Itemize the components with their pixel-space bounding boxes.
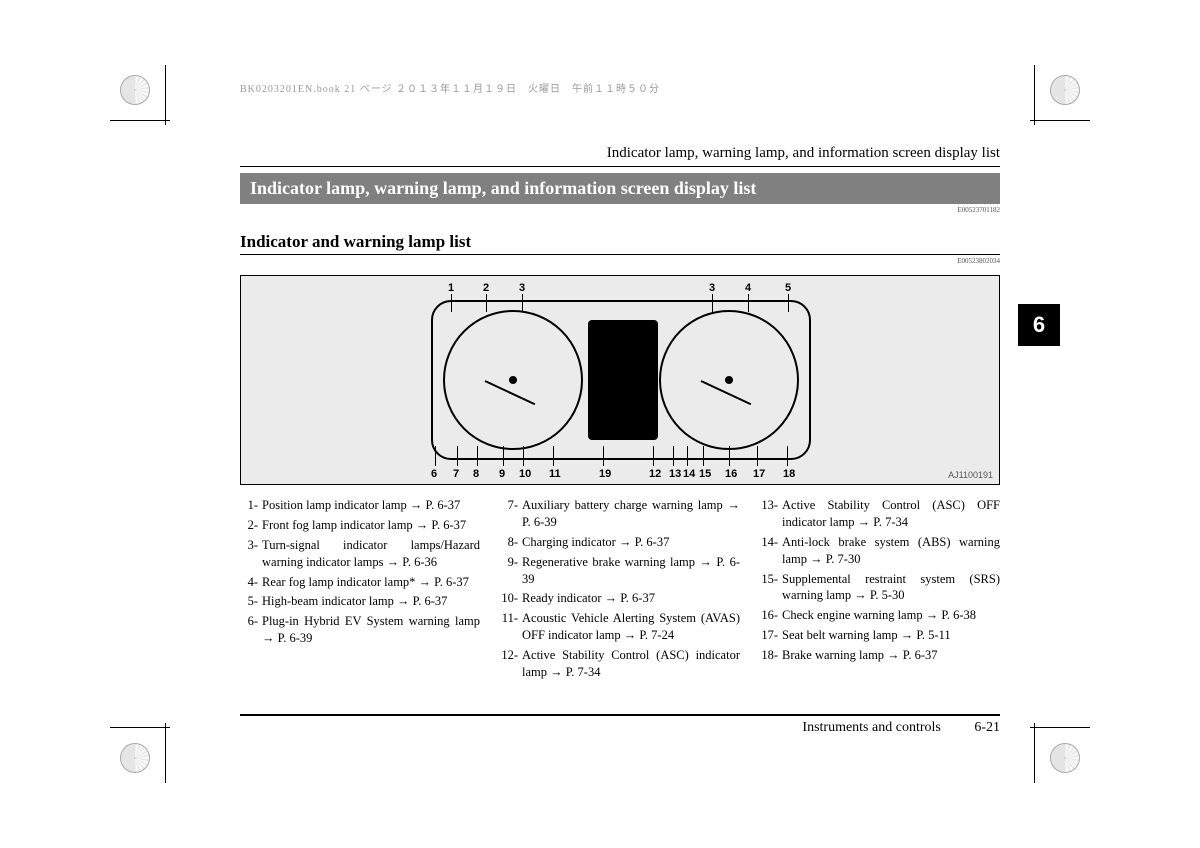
- legend-item-number: 8-: [500, 534, 522, 551]
- legend-item: 4-Rear fog lamp indicator lamp* → P. 6-3…: [240, 574, 480, 591]
- left-gauge: [443, 310, 583, 450]
- legend-item: 11-Acoustic Vehicle Alerting System (AVA…: [500, 610, 740, 644]
- legend-item: 2-Front fog lamp indicator lamp → P. 6-3…: [240, 517, 480, 534]
- legend-item-number: 10-: [500, 590, 522, 607]
- callout-number: 5: [785, 282, 791, 294]
- callout-number: 7: [453, 468, 459, 480]
- legend-item: 15-Supplemental restraint system (SRS) w…: [760, 571, 1000, 605]
- legend-item-text: Charging indicator → P. 6-37: [522, 534, 740, 551]
- callout-number: 16: [725, 468, 737, 480]
- legend-item-number: 15-: [760, 571, 782, 605]
- legend-item-text: Position lamp indicator lamp → P. 6-37: [262, 497, 480, 514]
- ref-code-1: E00523701182: [240, 206, 1000, 214]
- legend-item: 1-Position lamp indicator lamp → P. 6-37: [240, 497, 480, 514]
- callout-number: 1: [448, 282, 454, 294]
- legend-col-1: 1-Position lamp indicator lamp → P. 6-37…: [240, 497, 480, 684]
- section-title: Indicator lamp, warning lamp, and inform…: [240, 173, 1000, 204]
- legend-item-number: 13-: [760, 497, 782, 531]
- callout-number: 9: [499, 468, 505, 480]
- book-header: BK0203201EN.book 21 ページ ２０１３年１１月１９日 火曜日 …: [240, 80, 1000, 95]
- legend-item: 5-High-beam indicator lamp → P. 6-37: [240, 593, 480, 610]
- legend-item-text: Regenerative brake warning lamp → P. 6-3…: [522, 554, 740, 588]
- legend-item-number: 7-: [500, 497, 522, 531]
- legend-item-text: Supplemental restraint system (SRS) warn…: [782, 571, 1000, 605]
- legend-item-text: Front fog lamp indicator lamp → P. 6-37: [262, 517, 480, 534]
- instrument-cluster: [431, 300, 811, 460]
- right-gauge: [659, 310, 799, 450]
- instrument-diagram: AJ1100191 123345678910111912131415161718: [240, 275, 1000, 485]
- page-footer: Instruments and controls 6-21: [240, 714, 1000, 736]
- legend-item-text: Plug-in Hybrid EV System warning lamp → …: [262, 613, 480, 647]
- legend-item-text: Active Stability Control (ASC) OFF indic…: [782, 497, 1000, 531]
- page-content: BK0203201EN.book 21 ページ ２０１３年１１月１９日 火曜日 …: [240, 80, 1000, 684]
- legend-item-text: Seat belt warning lamp → P. 5-11: [782, 627, 1000, 644]
- legend-item: 16-Check engine warning lamp → P. 6-38: [760, 607, 1000, 624]
- legend-item-number: 17-: [760, 627, 782, 644]
- callout-number: 3: [709, 282, 715, 294]
- callout-number: 19: [599, 468, 611, 480]
- legend-item-number: 14-: [760, 534, 782, 568]
- legend-item-text: Auxiliary battery charge warning lamp → …: [522, 497, 740, 531]
- center-display: [588, 320, 658, 440]
- legend-item-text: Check engine warning lamp → P. 6-38: [782, 607, 1000, 624]
- legend-item-number: 3-: [240, 537, 262, 571]
- legend-item: 17-Seat belt warning lamp → P. 5-11: [760, 627, 1000, 644]
- legend-item-text: Rear fog lamp indicator lamp* → P. 6-37: [262, 574, 480, 591]
- legend-item: 14-Anti-lock brake system (ABS) warning …: [760, 534, 1000, 568]
- legend-columns: 1-Position lamp indicator lamp → P. 6-37…: [240, 497, 1000, 684]
- callout-number: 12: [649, 468, 661, 480]
- footer-section: Instruments and controls: [802, 720, 940, 735]
- legend-item-number: 11-: [500, 610, 522, 644]
- legend-item: 3-Turn-signal indicator lamps/Hazard war…: [240, 537, 480, 571]
- callout-number: 2: [483, 282, 489, 294]
- callout-number: 11: [549, 468, 561, 480]
- callout-number: 3: [519, 282, 525, 294]
- legend-item-text: Active Stability Control (ASC) indicator…: [522, 647, 740, 681]
- legend-item-text: High-beam indicator lamp → P. 6-37: [262, 593, 480, 610]
- chapter-tab: 6: [1018, 304, 1060, 346]
- ref-code-2: E00523802034: [240, 257, 1000, 265]
- legend-item-text: Brake warning lamp → P. 6-37: [782, 647, 1000, 664]
- subheading: Indicator and warning lamp list: [240, 232, 1000, 254]
- legend-col-3: 13-Active Stability Control (ASC) OFF in…: [760, 497, 1000, 684]
- callout-number: 15: [699, 468, 711, 480]
- legend-item-text: Ready indicator → P. 6-37: [522, 590, 740, 607]
- callout-number: 8: [473, 468, 479, 480]
- legend-item-number: 1-: [240, 497, 262, 514]
- legend-item-number: 4-: [240, 574, 262, 591]
- footer-page-number: 6-21: [974, 720, 1000, 735]
- running-head: Indicator lamp, warning lamp, and inform…: [240, 145, 1000, 162]
- callout-number: 6: [431, 468, 437, 480]
- legend-item-text: Anti-lock brake system (ABS) warning lam…: [782, 534, 1000, 568]
- legend-item-number: 12-: [500, 647, 522, 681]
- legend-item-number: 5-: [240, 593, 262, 610]
- legend-item: 12-Active Stability Control (ASC) indica…: [500, 647, 740, 681]
- legend-item-number: 18-: [760, 647, 782, 664]
- legend-item: 8-Charging indicator → P. 6-37: [500, 534, 740, 551]
- legend-col-2: 7-Auxiliary battery charge warning lamp …: [500, 497, 740, 684]
- legend-item-text: Acoustic Vehicle Alerting System (AVAS) …: [522, 610, 740, 644]
- legend-item: 6-Plug-in Hybrid EV System warning lamp …: [240, 613, 480, 647]
- legend-item-number: 16-: [760, 607, 782, 624]
- callout-number: 14: [683, 468, 695, 480]
- legend-item-number: 9-: [500, 554, 522, 588]
- callout-number: 17: [753, 468, 765, 480]
- callout-number: 13: [669, 468, 681, 480]
- legend-item-text: Turn-signal indicator lamps/Hazard warni…: [262, 537, 480, 571]
- callout-number: 4: [745, 282, 751, 294]
- callout-number: 18: [783, 468, 795, 480]
- legend-item: 18-Brake warning lamp → P. 6-37: [760, 647, 1000, 664]
- legend-item: 7-Auxiliary battery charge warning lamp …: [500, 497, 740, 531]
- callout-number: 10: [519, 468, 531, 480]
- legend-item: 10-Ready indicator → P. 6-37: [500, 590, 740, 607]
- legend-item: 13-Active Stability Control (ASC) OFF in…: [760, 497, 1000, 531]
- legend-item-number: 6-: [240, 613, 262, 647]
- diagram-id: AJ1100191: [948, 470, 993, 480]
- legend-item-number: 2-: [240, 517, 262, 534]
- legend-item: 9-Regenerative brake warning lamp → P. 6…: [500, 554, 740, 588]
